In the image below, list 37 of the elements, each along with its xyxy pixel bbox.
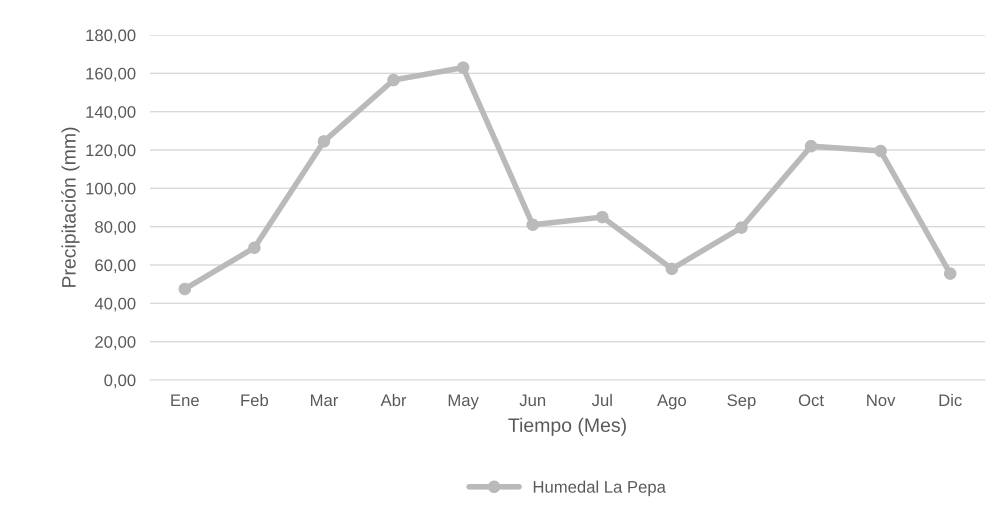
point (318, 135, 330, 148)
y-tick-label: 100,00 (86, 182, 136, 197)
x-tick-label: Jul (592, 394, 612, 406)
point (944, 267, 956, 280)
point (456, 61, 470, 74)
point (666, 262, 678, 276)
y-tick-label: 0,00 (104, 374, 136, 388)
y-tick-label: 60,00 (95, 259, 136, 274)
point (387, 74, 400, 86)
y-tick-label: 120,00 (86, 144, 136, 158)
x-tick-label: Mar (310, 394, 338, 406)
x-axis-title: Tiempo (Mes) (508, 418, 626, 436)
x-tick-label: Sep (727, 394, 756, 410)
point (874, 144, 887, 158)
y-tick-label: 40,00 (94, 298, 136, 312)
x-tick-label: May (448, 394, 479, 410)
point (596, 210, 609, 224)
y-tick-label: 20,00 (95, 336, 136, 350)
x-tick-label: Ene (171, 394, 199, 406)
y-axis-title: Precipitación (mm) (61, 128, 80, 287)
x-tick-label: Oct (798, 394, 824, 406)
point (526, 218, 539, 231)
x-tick-label: Nov (867, 394, 896, 406)
point (248, 242, 261, 254)
x-tick-label: Ago (657, 394, 686, 410)
y-tick-label: 160,00 (86, 68, 136, 82)
point (735, 221, 748, 234)
x-tick-label: Feb (241, 394, 268, 406)
y-tick-label: 180,00 (86, 29, 136, 44)
y-tick-label: 80,00 (95, 221, 136, 235)
legend-label: Humedal La Pepa (534, 480, 666, 496)
x-tick-label: Abr (380, 394, 406, 406)
y-tick-label: 140,00 (86, 106, 136, 120)
x-tick-label: Dic (940, 394, 962, 406)
point (178, 282, 192, 296)
point (804, 140, 818, 152)
x-tick-label: Jun (520, 394, 546, 406)
